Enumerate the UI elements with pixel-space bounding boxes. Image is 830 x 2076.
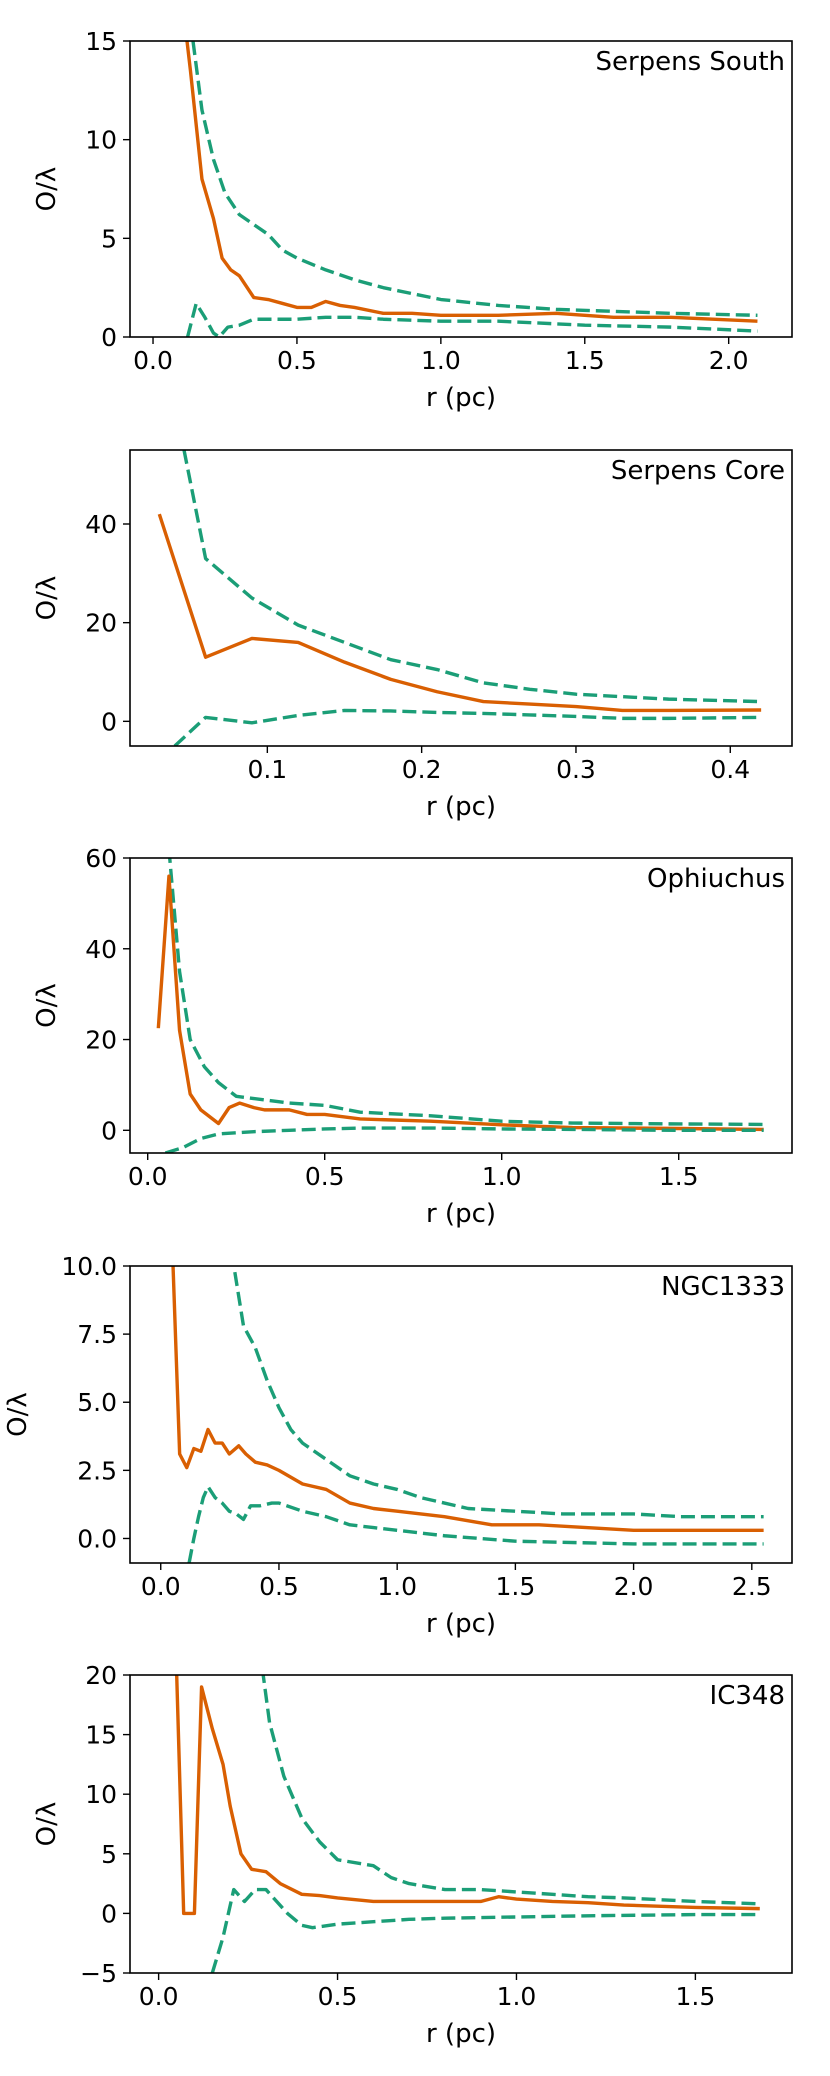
x-axis-label: r (pc) [426,1199,496,1229]
x-tick-label: 0.5 [277,346,317,375]
y-tick-label: 10 [85,126,117,155]
x-tick-label: 0.0 [133,346,173,375]
series-line-upper [261,1675,760,1906]
y-tick-label: 0.0 [77,1524,117,1553]
x-tick-label: 0.5 [259,1572,299,1601]
chart-panel-5: 0.0 0.5 1.0 1.5 −5 0 5 10 15 20 r (pc) O/λ IC348 [32,1661,793,2049]
y-tick-label: −5 [80,1959,117,1988]
x-tick-label: 0.5 [318,1982,358,2011]
y-tick-label: 20 [85,1026,117,1055]
y-axis-label: O/λ [32,576,62,621]
y-tick-label: 10 [85,1780,117,1809]
x-tick-label: 0.0 [128,1162,168,1191]
y-tick-label: 20 [85,1661,117,1690]
y-tick-label: 5.0 [77,1388,117,1417]
series-group [156,858,764,1153]
series-group [185,41,758,337]
panel-title: Serpens Core [611,456,785,486]
panel-title: Serpens South [595,47,785,77]
axes-frame [129,1265,793,1564]
series-line-lower [210,1887,760,1973]
y-tick-label: 5 [101,224,117,253]
x-tick-label: 0.4 [710,755,750,784]
x-tick-label: 0.3 [556,755,596,784]
x-tick-label: 1.5 [495,1572,535,1601]
x-axis-label: r (pc) [426,2019,496,2049]
series-line-observed [174,1675,760,1916]
x-tick-label: 2.5 [732,1572,772,1601]
x-tick-label: 0.5 [305,1162,345,1191]
axes-frame [129,449,793,747]
series-line-upper [182,450,762,704]
panel-title: NGC1333 [661,1272,785,1302]
y-tick-label: 20 [85,609,117,638]
panel-title: IC348 [710,1681,785,1711]
x-axis-label: r (pc) [426,383,496,413]
series-line-lower [187,1485,764,1563]
y-tick-label: 0 [101,1899,117,1928]
x-axis-label: r (pc) [426,792,496,822]
y-tick-label: 2.5 [77,1456,117,1485]
y-tick-label: 5 [101,1840,117,1869]
y-tick-label: 10.0 [61,1252,117,1281]
y-tick-label: 40 [85,510,117,539]
axes-frame [129,40,793,338]
chart-panel-1: 0.0 0.5 1.0 1.5 2.0 0 5 10 15 r (pc) O/λ Serpens So… [32,27,793,413]
y-tick-label: 0 [101,1116,117,1145]
y-axis-label: O/λ [3,1392,33,1437]
panel-title: Ophiuchus [647,864,785,894]
series-group [157,450,762,746]
y-tick-label: 0 [101,707,117,736]
chart-panel-3: 0.0 0.5 1.0 1.5 0 20 40 60 r (pc) O/λ Ophiuchus [32,844,793,1229]
series-line-observed [156,874,764,1132]
axes-frame [129,857,793,1154]
series-line-lower [164,1126,764,1153]
y-tick-label: 40 [85,935,117,964]
x-tick-label: 1.5 [676,1982,716,2011]
series-line-lower [173,708,762,746]
x-tick-label: 1.5 [565,346,605,375]
chart-panel-2: 0.1 0.2 0.3 0.4 0 20 40 r (pc) O/λ Serpens Core [32,449,793,822]
series-group [174,1675,760,1973]
series-group [171,1266,764,1563]
y-tick-label: 7.5 [77,1320,117,1349]
series-line-upper [168,858,764,1127]
x-tick-label: 1.0 [421,346,461,375]
x-tick-label: 2.0 [614,1572,654,1601]
series-line-upper [232,1266,764,1519]
y-tick-label: 60 [85,844,117,873]
axes-frame [129,1674,793,1974]
series-line-observed [171,1266,764,1533]
series-line-lower [185,301,758,337]
x-tick-label: 0.1 [247,755,287,784]
y-axis-label: O/λ [32,1802,62,1847]
y-tick-label: 15 [85,1721,117,1750]
series-line-observed [157,513,762,713]
chart-panel-4: 0.0 0.5 1.0 1.5 2.0 2.5 0.0 2.5 5.0 7.5 10.0 r (pc)… [3,1252,793,1639]
y-axis-label: O/λ [32,167,62,212]
x-tick-label: 1.0 [482,1162,522,1191]
x-axis-label: r (pc) [426,1609,496,1639]
x-tick-label: 0.0 [139,1982,179,2011]
x-tick-label: 1.5 [659,1162,699,1191]
series-line-observed [185,41,758,323]
x-tick-label: 1.0 [377,1572,417,1601]
y-tick-label: 15 [85,27,117,56]
x-tick-label: 0.2 [402,755,442,784]
x-tick-label: 0.0 [141,1572,181,1601]
series-line-upper [191,41,758,317]
y-tick-label: 0 [101,323,117,352]
x-tick-label: 2.0 [709,346,749,375]
y-axis-label: O/λ [32,983,62,1028]
x-tick-label: 1.0 [497,1982,537,2011]
